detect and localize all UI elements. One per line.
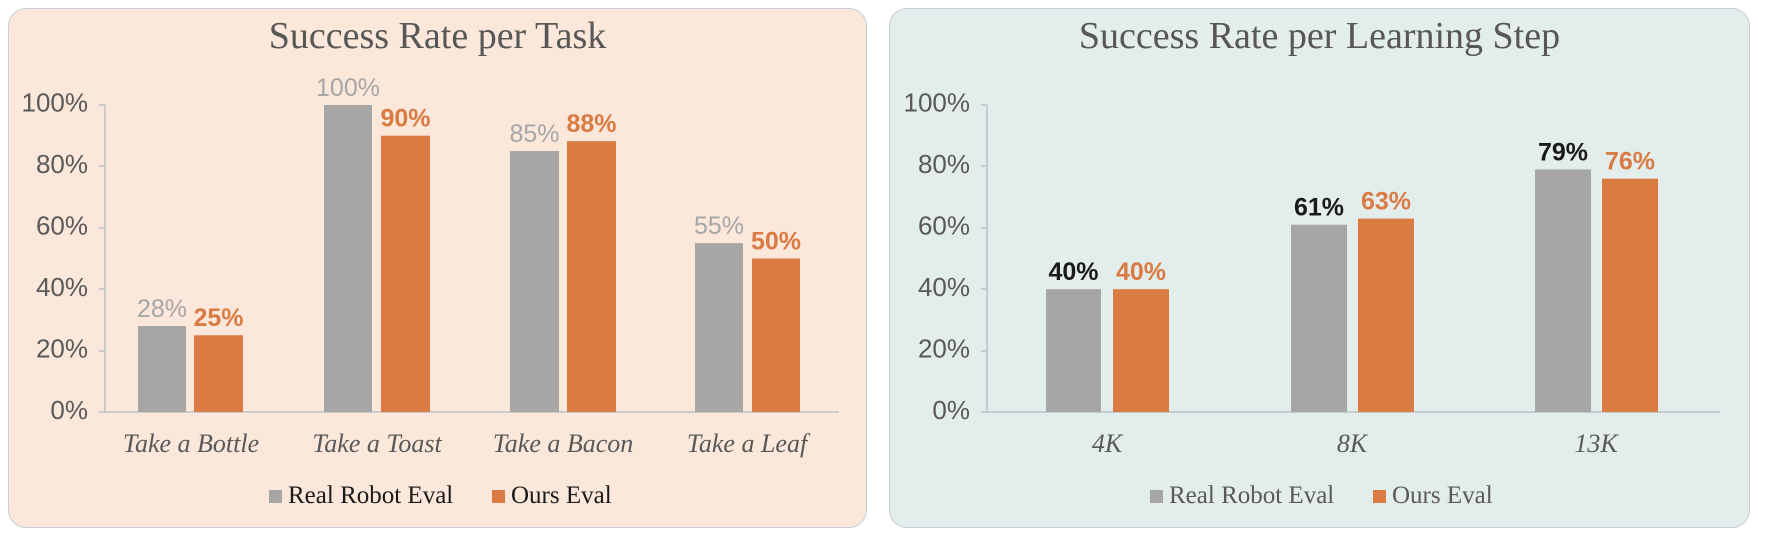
svg-text:50%: 50% [751, 228, 801, 256]
svg-text:40%: 40% [1116, 258, 1166, 286]
svg-text:Take a Bacon: Take a Bacon [493, 429, 634, 458]
svg-text:100%: 100% [904, 88, 971, 118]
svg-text:0%: 0% [50, 395, 88, 425]
svg-text:Take a Bottle: Take a Bottle [123, 429, 259, 458]
svg-text:20%: 20% [36, 334, 88, 364]
svg-text:4K: 4K [1092, 429, 1124, 458]
svg-text:63%: 63% [1361, 188, 1411, 216]
svg-text:20%: 20% [918, 334, 970, 364]
svg-text:80%: 80% [36, 149, 88, 179]
svg-text:28%: 28% [137, 295, 187, 323]
svg-text:100%: 100% [316, 74, 380, 102]
svg-text:8K: 8K [1337, 429, 1369, 458]
svg-text:80%: 80% [918, 149, 970, 179]
svg-text:76%: 76% [1605, 148, 1655, 176]
svg-text:Real Robot Eval: Real Robot Eval [288, 482, 453, 509]
svg-text:100%: 100% [22, 88, 89, 118]
svg-text:Take a Leaf: Take a Leaf [687, 429, 811, 458]
svg-text:Real Robot Eval: Real Robot Eval [1169, 482, 1334, 509]
svg-text:Ours Eval: Ours Eval [511, 482, 612, 509]
svg-text:0%: 0% [932, 395, 970, 425]
svg-text:60%: 60% [36, 211, 88, 241]
svg-text:40%: 40% [36, 272, 88, 302]
svg-text:61%: 61% [1294, 194, 1344, 222]
svg-text:85%: 85% [509, 120, 559, 148]
svg-text:Take a Toast: Take a Toast [312, 429, 442, 458]
svg-text:60%: 60% [918, 211, 970, 241]
svg-text:13K: 13K [1574, 429, 1619, 458]
svg-text:90%: 90% [380, 105, 430, 133]
svg-text:88%: 88% [566, 110, 616, 138]
svg-text:79%: 79% [1538, 139, 1588, 167]
svg-text:Ours Eval: Ours Eval [1392, 482, 1493, 509]
svg-text:40%: 40% [918, 272, 970, 302]
svg-text:40%: 40% [1048, 258, 1098, 286]
svg-text:25%: 25% [193, 304, 243, 332]
svg-text:55%: 55% [694, 212, 744, 240]
